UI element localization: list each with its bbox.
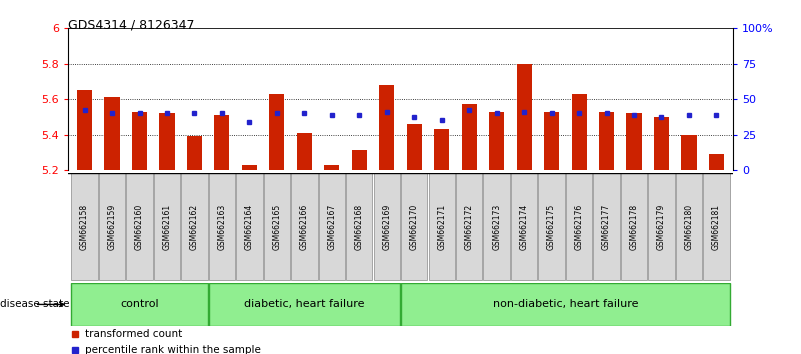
Text: GSM662170: GSM662170	[410, 204, 419, 250]
Text: GSM662160: GSM662160	[135, 204, 144, 250]
Bar	[104, 97, 119, 170]
Text: GSM662172: GSM662172	[465, 204, 473, 250]
FancyBboxPatch shape	[456, 173, 482, 280]
Bar	[572, 94, 586, 170]
FancyBboxPatch shape	[429, 173, 455, 280]
Text: GSM662179: GSM662179	[657, 204, 666, 250]
Bar	[544, 112, 559, 170]
FancyBboxPatch shape	[648, 173, 674, 280]
Text: GSM662162: GSM662162	[190, 204, 199, 250]
Text: GSM662178: GSM662178	[630, 204, 638, 250]
FancyBboxPatch shape	[401, 173, 428, 280]
Bar	[352, 150, 367, 170]
FancyBboxPatch shape	[99, 173, 125, 280]
Bar	[517, 64, 532, 170]
FancyBboxPatch shape	[676, 173, 702, 280]
FancyBboxPatch shape	[264, 173, 290, 280]
Text: GDS4314 / 8126347: GDS4314 / 8126347	[68, 18, 195, 31]
Text: GSM662174: GSM662174	[520, 204, 529, 250]
Bar	[709, 154, 724, 170]
Text: non-diabetic, heart failure: non-diabetic, heart failure	[493, 299, 638, 309]
FancyBboxPatch shape	[71, 173, 98, 280]
Text: GSM662167: GSM662167	[328, 204, 336, 250]
FancyBboxPatch shape	[127, 173, 153, 280]
Bar	[187, 136, 202, 170]
FancyBboxPatch shape	[621, 173, 647, 280]
Text: GSM662171: GSM662171	[437, 204, 446, 250]
Bar	[407, 124, 422, 170]
FancyBboxPatch shape	[484, 173, 510, 280]
FancyBboxPatch shape	[703, 173, 730, 280]
FancyBboxPatch shape	[209, 283, 400, 326]
Bar	[215, 115, 229, 170]
FancyBboxPatch shape	[319, 173, 345, 280]
Text: GSM662165: GSM662165	[272, 204, 281, 250]
FancyBboxPatch shape	[154, 173, 180, 280]
FancyBboxPatch shape	[373, 173, 400, 280]
Text: GSM662169: GSM662169	[382, 204, 391, 250]
Text: GSM662158: GSM662158	[80, 204, 89, 250]
Bar	[434, 129, 449, 170]
Bar	[297, 133, 312, 170]
Text: disease state: disease state	[0, 299, 70, 309]
FancyBboxPatch shape	[71, 283, 207, 326]
Text: GSM662163: GSM662163	[217, 204, 227, 250]
Bar	[242, 165, 257, 170]
Text: percentile rank within the sample: percentile rank within the sample	[85, 345, 260, 354]
FancyBboxPatch shape	[538, 173, 565, 280]
Text: GSM662161: GSM662161	[163, 204, 171, 250]
FancyBboxPatch shape	[181, 173, 207, 280]
Bar	[269, 94, 284, 170]
Bar	[654, 117, 669, 170]
Text: GSM662164: GSM662164	[245, 204, 254, 250]
Bar	[461, 104, 477, 170]
FancyBboxPatch shape	[346, 173, 372, 280]
Text: GSM662181: GSM662181	[712, 204, 721, 250]
Text: GSM662180: GSM662180	[685, 204, 694, 250]
Text: transformed count: transformed count	[85, 329, 182, 339]
FancyBboxPatch shape	[209, 173, 235, 280]
Text: GSM662175: GSM662175	[547, 204, 556, 250]
Bar	[159, 113, 175, 170]
Text: GSM662173: GSM662173	[492, 204, 501, 250]
Text: control: control	[120, 299, 159, 309]
Text: GSM662166: GSM662166	[300, 204, 309, 250]
Bar	[489, 112, 504, 170]
Bar	[682, 135, 697, 170]
FancyBboxPatch shape	[594, 173, 620, 280]
FancyBboxPatch shape	[401, 283, 730, 326]
Text: GSM662176: GSM662176	[574, 204, 584, 250]
Text: GSM662159: GSM662159	[107, 204, 116, 250]
FancyBboxPatch shape	[236, 173, 263, 280]
Bar	[379, 85, 394, 170]
FancyBboxPatch shape	[511, 173, 537, 280]
FancyBboxPatch shape	[566, 173, 592, 280]
Bar	[626, 113, 642, 170]
Bar	[599, 112, 614, 170]
Text: GSM662168: GSM662168	[355, 204, 364, 250]
Text: GSM662177: GSM662177	[602, 204, 611, 250]
Text: diabetic, heart failure: diabetic, heart failure	[244, 299, 364, 309]
Bar	[132, 112, 147, 170]
Bar	[324, 165, 340, 170]
FancyBboxPatch shape	[291, 173, 317, 280]
Bar	[77, 90, 92, 170]
